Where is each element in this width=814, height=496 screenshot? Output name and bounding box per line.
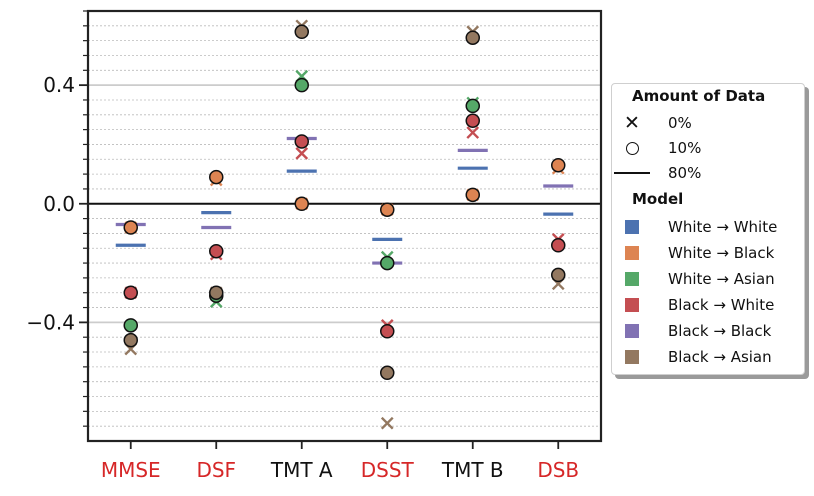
legend-item-model: Black → White <box>612 294 774 316</box>
legend-amount-title: Amount of Data <box>632 87 766 105</box>
x-tick-label: DSB <box>537 458 579 482</box>
color-swatch-icon <box>625 298 639 312</box>
circle-mark <box>123 285 138 300</box>
circle-mark <box>465 98 480 114</box>
cross-mark <box>380 416 394 430</box>
legend-label: Black → White <box>668 296 775 314</box>
circle-mark <box>123 332 138 348</box>
circle-mark <box>465 187 480 203</box>
circle-mark <box>294 196 309 212</box>
circle-mark <box>294 77 309 93</box>
legend-item-model: White → Black <box>612 242 774 264</box>
legend-label: White → Black <box>668 244 775 262</box>
legend-label: 10% <box>668 139 702 157</box>
circle-mark <box>209 169 224 185</box>
circle-mark <box>551 267 566 283</box>
legend-label: Black → Asian <box>668 348 772 366</box>
circle-mark <box>294 24 309 40</box>
circle-mark <box>551 157 566 173</box>
plot-frame <box>86 9 603 443</box>
dash-marker-icon <box>614 171 650 175</box>
legend-item-80pct: 80% <box>612 162 701 184</box>
legend-item-10pct: 10% <box>612 137 701 159</box>
color-swatch-icon <box>625 220 639 234</box>
circle-mark <box>123 220 138 235</box>
cross-marker-icon: ✕ <box>624 111 640 134</box>
legend-item-model: White → White <box>612 216 777 238</box>
circle-mark <box>209 285 224 300</box>
y-tick-label: 0.4 <box>43 73 75 97</box>
cross-mark <box>295 146 309 160</box>
circle-mark <box>380 365 395 381</box>
circle-mark <box>551 238 566 253</box>
color-swatch-icon <box>625 350 639 364</box>
legend-item-model: Black → Asian <box>612 346 772 368</box>
circle-mark <box>380 202 395 217</box>
legend-label: White → Asian <box>668 270 775 288</box>
circle-mark <box>380 324 395 339</box>
legend-item-model: White → Asian <box>612 268 775 290</box>
cross-mark <box>466 126 480 139</box>
y-tick-label: −0.4 <box>26 310 75 334</box>
circle-marker-icon <box>625 141 639 155</box>
legend-model-title: Model <box>632 190 684 208</box>
x-tick-label: TMT A <box>270 458 333 482</box>
legend-label: Black → Black <box>668 322 772 340</box>
legend-label: White → White <box>668 218 778 236</box>
color-swatch-icon <box>625 324 639 338</box>
circle-mark <box>123 318 138 333</box>
x-tick-label: DSF <box>196 458 236 482</box>
circle-mark <box>380 255 395 271</box>
circle-mark <box>294 134 309 149</box>
y-tick-label: 0.0 <box>43 192 75 216</box>
legend-label: 0% <box>668 114 692 132</box>
legend-label: 80% <box>668 164 702 182</box>
legend-item-0pct: ✕ 0% <box>612 112 692 134</box>
circle-mark <box>465 113 480 128</box>
legend: Amount of Data ✕ 0% 10% 80% Model White … <box>611 83 805 375</box>
color-swatch-icon <box>625 272 639 286</box>
circle-mark <box>209 243 224 259</box>
legend-item-model: Black → Black <box>612 320 771 342</box>
x-tick-label: MMSE <box>101 458 161 482</box>
circle-mark <box>465 30 480 45</box>
x-tick-label: DSST <box>361 458 415 482</box>
color-swatch-icon <box>625 246 639 260</box>
x-tick-label: TMT B <box>441 458 504 482</box>
